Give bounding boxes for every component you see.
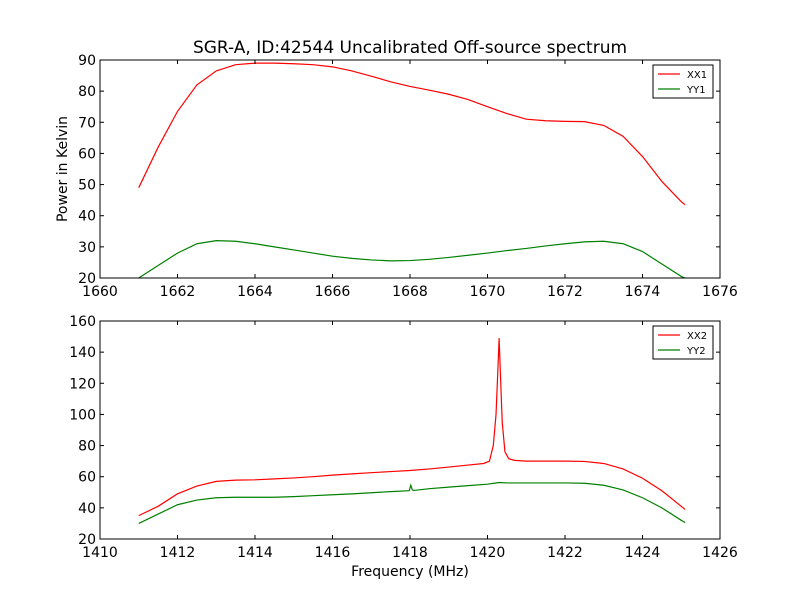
x-tick-label: 1672	[547, 284, 583, 300]
y-tick-label: 70	[78, 115, 96, 131]
x-tick-label: 1416	[315, 545, 351, 561]
legend-label-xx1: XX1	[687, 70, 707, 81]
y-tick-label: 80	[78, 439, 96, 455]
x-tick-label: 1668	[392, 284, 428, 300]
x-tick-label: 1420	[470, 545, 506, 561]
x-tick-label: 1410	[82, 545, 118, 561]
top-panel: 1660 1662 1664 1666 1668 1670 1672 1674 1676 20 30…	[55, 53, 738, 300]
x-tick-label: 1412	[160, 545, 196, 561]
x-tick-label: 1424	[625, 545, 661, 561]
series-line-yy1	[138, 240, 686, 279]
legend-box	[652, 64, 714, 99]
legend-label-yy2: YY2	[686, 346, 706, 357]
x-tick-label: 1422	[547, 545, 583, 561]
y-tick-label: 60	[78, 146, 96, 162]
y-tick-label: 90	[78, 53, 96, 69]
y-tick-label: 40	[78, 209, 96, 225]
legend-box	[652, 325, 714, 360]
chart-title: SGR-A, ID:42544 Uncalibrated Off-source …	[193, 38, 627, 58]
x-tick-label: 1418	[392, 545, 428, 561]
y-tick-label: 20	[78, 532, 96, 548]
y-tick-label: 30	[78, 240, 96, 256]
series-line-yy2	[138, 481, 686, 524]
x-tick-label: 1426	[702, 545, 738, 561]
x-tick-label: 1676	[702, 284, 738, 300]
y-tick-label: 60	[78, 470, 96, 486]
x-tick-label: 1660	[82, 284, 118, 300]
bottom-panel: 1410 1412 1414 1416 1418 1420 1422 1424 1426 20 40…	[69, 314, 738, 580]
legend-label-xx2: XX2	[687, 331, 707, 342]
x-tick-label: 1674	[625, 284, 661, 300]
series-line-xx1	[138, 62, 686, 206]
series-line-xx2	[138, 338, 686, 517]
y-tick-label: 160	[69, 314, 96, 330]
y-tick-label: 80	[78, 84, 96, 100]
x-tick-label: 1662	[160, 284, 196, 300]
x-tick-label: 1664	[237, 284, 273, 300]
y-tick-label: 40	[78, 501, 96, 517]
y-tick-label: 20	[78, 271, 96, 287]
y-tick-label: 120	[69, 376, 96, 392]
legend-label-yy1: YY1	[686, 85, 706, 96]
x-tick-label: 1670	[470, 284, 506, 300]
x-tick-label: 1414	[237, 545, 273, 561]
y-tick-label: 140	[69, 345, 96, 361]
x-tick-label: 1666	[315, 284, 351, 300]
y-tick-label: 50	[78, 178, 96, 194]
x-axis-label: Frequency (MHz)	[351, 564, 469, 580]
y-axis-label: Power in Kelvin	[55, 116, 71, 222]
y-tick-label: 100	[69, 407, 96, 423]
